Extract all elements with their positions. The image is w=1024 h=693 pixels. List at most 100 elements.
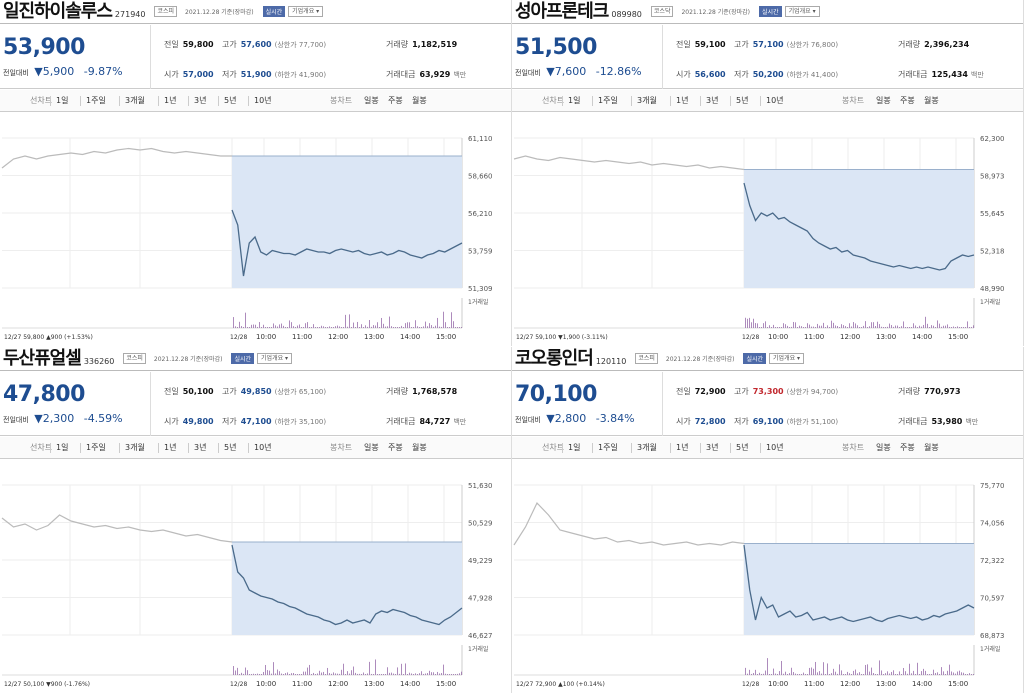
- volume-bar: [809, 667, 810, 675]
- volume-bar: [857, 325, 858, 328]
- volume-bar: [863, 325, 864, 328]
- tab-chart-0[interactable]: 선차트: [542, 443, 565, 452]
- tab-bar-3[interactable]: 월봉: [924, 443, 939, 452]
- tab-bar-3[interactable]: 월봉: [412, 96, 427, 105]
- company-overview-dropdown[interactable]: 기업개요 ▾: [784, 6, 820, 17]
- tab-chart-2[interactable]: 1주일: [86, 96, 106, 105]
- volume-bar: [287, 672, 288, 675]
- realtime-button[interactable]: 실시간: [231, 353, 255, 364]
- volume-bar: [783, 673, 784, 675]
- tab-bar-0[interactable]: 봉차트: [842, 96, 865, 105]
- stat-volume: 거래량 1,768,578: [386, 386, 457, 397]
- tab-chart-6[interactable]: 5년: [736, 443, 749, 452]
- volume-bar: [411, 327, 412, 328]
- tab-bar-1[interactable]: 일봉: [364, 96, 379, 105]
- tab-chart-6[interactable]: 5년: [736, 96, 749, 105]
- volume-bar: [349, 673, 350, 675]
- tab-divider: [700, 96, 701, 106]
- volume-bar: [825, 674, 826, 675]
- tab-chart-4[interactable]: 1년: [164, 96, 177, 105]
- tab-chart-0[interactable]: 선차트: [542, 96, 565, 105]
- volume-bar: [951, 327, 952, 328]
- tab-chart-6[interactable]: 5년: [224, 443, 237, 452]
- tab-chart-3[interactable]: 3개월: [637, 443, 657, 452]
- tab-bar-0[interactable]: 봉차트: [330, 443, 353, 452]
- tab-chart-5[interactable]: 3년: [706, 443, 719, 452]
- tab-chart-5[interactable]: 3년: [706, 96, 719, 105]
- tab-bar-2[interactable]: 주봉: [388, 96, 403, 105]
- realtime-button[interactable]: 실시간: [743, 353, 767, 364]
- volume-bar: [831, 320, 832, 328]
- volume-bar: [273, 662, 274, 675]
- stock-name[interactable]: 성아프론테크: [515, 0, 609, 22]
- company-overview-dropdown[interactable]: 기업개요 ▾: [288, 6, 324, 17]
- tab-chart-0[interactable]: 선차트: [30, 443, 53, 452]
- tab-chart-1[interactable]: 1일: [568, 96, 581, 105]
- tab-bar-3[interactable]: 월봉: [412, 443, 427, 452]
- realtime-button[interactable]: 실시간: [262, 6, 286, 17]
- volume-bar: [371, 673, 372, 675]
- tab-bar-2[interactable]: 주봉: [388, 443, 403, 452]
- tab-chart-6[interactable]: 5년: [224, 96, 237, 105]
- tab-chart-0[interactable]: 선차트: [30, 96, 53, 105]
- volume-bar: [813, 668, 814, 675]
- volume-bar: [341, 669, 342, 675]
- tab-chart-4[interactable]: 1년: [676, 96, 689, 105]
- tab-chart-1[interactable]: 1일: [56, 96, 69, 105]
- tab-chart-3[interactable]: 3개월: [125, 443, 145, 452]
- tab-chart-3[interactable]: 3개월: [637, 96, 657, 105]
- tab-bar-2[interactable]: 주봉: [900, 443, 915, 452]
- tab-bar-1[interactable]: 일봉: [364, 443, 379, 452]
- volume-bar: [251, 324, 252, 328]
- tab-bar-1[interactable]: 일봉: [876, 96, 891, 105]
- tab-bar-0[interactable]: 봉차트: [330, 96, 353, 105]
- tab-chart-3[interactable]: 3개월: [125, 96, 145, 105]
- stat-open-value: 56,600: [694, 70, 726, 79]
- volume-bar: [359, 327, 360, 328]
- tab-bar-2[interactable]: 주봉: [900, 96, 915, 105]
- volume-bar: [885, 327, 886, 328]
- volume-bar: [253, 324, 254, 328]
- volume-bar: [963, 672, 964, 675]
- volume-bar: [829, 674, 830, 675]
- stat-low-label: 저가: [734, 417, 749, 426]
- volume-bar: [907, 327, 908, 328]
- tab-chart-4[interactable]: 1년: [676, 443, 689, 452]
- tab-chart-1[interactable]: 1일: [568, 443, 581, 452]
- volume-bar: [337, 673, 338, 675]
- tab-bar-1[interactable]: 일봉: [876, 443, 891, 452]
- tab-divider: [218, 443, 219, 453]
- company-overview-dropdown[interactable]: 기업개요 ▾: [257, 353, 293, 364]
- volume-bar: [925, 316, 926, 328]
- tab-chart-4[interactable]: 1년: [164, 443, 177, 452]
- lower-limit: (하한가 41,900): [274, 71, 327, 79]
- volume-bar: [423, 673, 424, 675]
- tab-chart-7[interactable]: 10년: [766, 443, 784, 452]
- tab-chart-2[interactable]: 1주일: [598, 96, 618, 105]
- tab-chart-7[interactable]: 10년: [254, 443, 272, 452]
- volume-bar: [375, 659, 376, 675]
- volume-bar: [891, 325, 892, 328]
- tab-bar-0[interactable]: 봉차트: [842, 443, 865, 452]
- tab-chart-7[interactable]: 10년: [254, 96, 272, 105]
- tab-chart-2[interactable]: 1주일: [86, 443, 106, 452]
- volume-bar: [313, 324, 314, 328]
- realtime-button[interactable]: 실시간: [759, 6, 782, 17]
- tab-bar-3[interactable]: 월봉: [924, 96, 939, 105]
- amount-unit: 백만: [970, 71, 984, 79]
- y-tick-label: 46,627: [468, 632, 493, 640]
- stock-name[interactable]: 일진하이솔루스: [3, 0, 113, 22]
- company-overview-dropdown[interactable]: 기업개요 ▾: [769, 353, 805, 364]
- volume-bar: [457, 673, 458, 675]
- stock-name[interactable]: 코오롱인더: [515, 347, 594, 369]
- tab-chart-5[interactable]: 3년: [194, 443, 207, 452]
- volume-bar: [745, 317, 746, 328]
- volume-bar: [309, 327, 310, 328]
- upper-limit: (상한가 65,100): [274, 388, 327, 396]
- tab-divider: [80, 96, 81, 106]
- tab-chart-5[interactable]: 3년: [194, 96, 207, 105]
- tab-chart-7[interactable]: 10년: [766, 96, 784, 105]
- stock-name[interactable]: 두산퓨얼셀: [3, 347, 82, 369]
- tab-chart-2[interactable]: 1주일: [598, 443, 618, 452]
- tab-chart-1[interactable]: 1일: [56, 443, 69, 452]
